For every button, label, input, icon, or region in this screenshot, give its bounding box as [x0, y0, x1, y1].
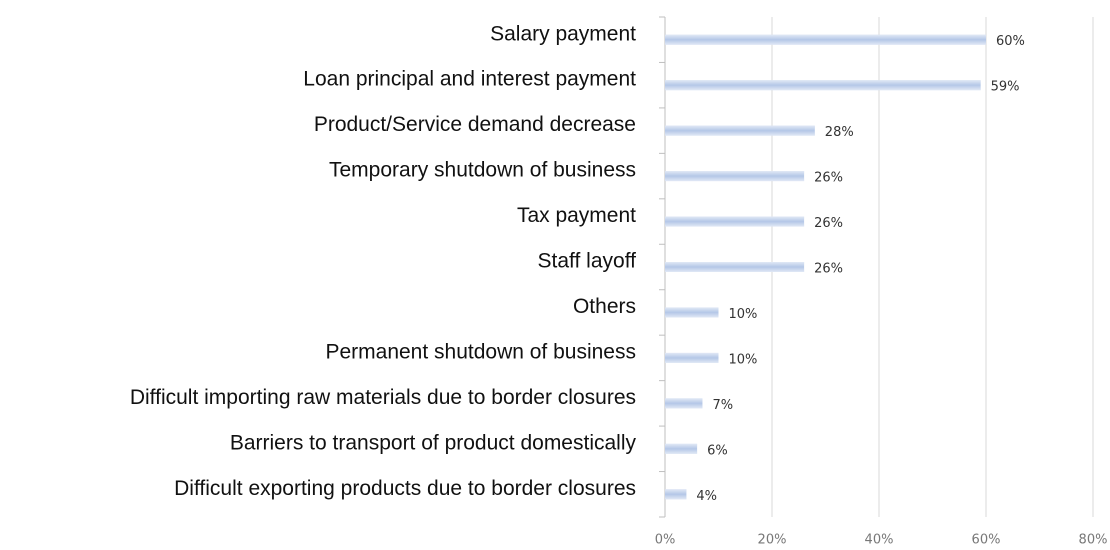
y-tick-label: Staff layoff	[538, 250, 637, 273]
bar-shine	[665, 171, 805, 182]
value-label: 59%	[991, 80, 1020, 95]
value-label: 26%	[814, 216, 843, 231]
value-label: 4%	[696, 489, 717, 504]
y-tick-label: Salary payment	[490, 22, 636, 45]
y-tick-label: Temporary shutdown of business	[329, 159, 636, 182]
y-tick-label: Barriers to transport of product domesti…	[230, 431, 637, 454]
bar-shine	[665, 125, 815, 136]
bar-shine	[665, 34, 986, 45]
value-label: 7%	[712, 398, 733, 413]
value-label: 26%	[814, 171, 843, 186]
value-label: 28%	[825, 125, 854, 140]
x-tick-label: 40%	[865, 533, 894, 548]
value-label: 10%	[729, 307, 758, 322]
bar-shine	[665, 489, 687, 500]
bar-shine	[665, 398, 703, 409]
bar-shine	[665, 443, 698, 454]
y-tick-label: Permanent shutdown of business	[325, 340, 636, 363]
bar-shine	[665, 216, 805, 227]
bar-shine	[665, 352, 719, 363]
x-tick-label: 60%	[972, 533, 1001, 548]
value-label: 60%	[996, 34, 1025, 49]
bar-shine	[665, 80, 981, 91]
value-label: 6%	[707, 443, 728, 458]
y-tick-label: Product/Service demand decrease	[314, 113, 636, 136]
bar-shine	[665, 307, 719, 318]
x-tick-label: 80%	[1079, 533, 1108, 548]
y-tick-label: Others	[573, 295, 636, 318]
value-label: 26%	[814, 262, 843, 277]
y-tick-label: Difficult importing raw materials due to…	[130, 386, 636, 409]
bar-shine	[665, 262, 805, 272]
value-label: 10%	[729, 352, 758, 367]
x-tick-label: 20%	[758, 533, 787, 548]
y-tick-label: Loan principal and interest payment	[303, 68, 636, 91]
y-tick-label: Difficult exporting products due to bord…	[174, 477, 636, 500]
x-tick-label: 0%	[655, 533, 676, 548]
y-tick-label: Tax payment	[517, 204, 636, 227]
